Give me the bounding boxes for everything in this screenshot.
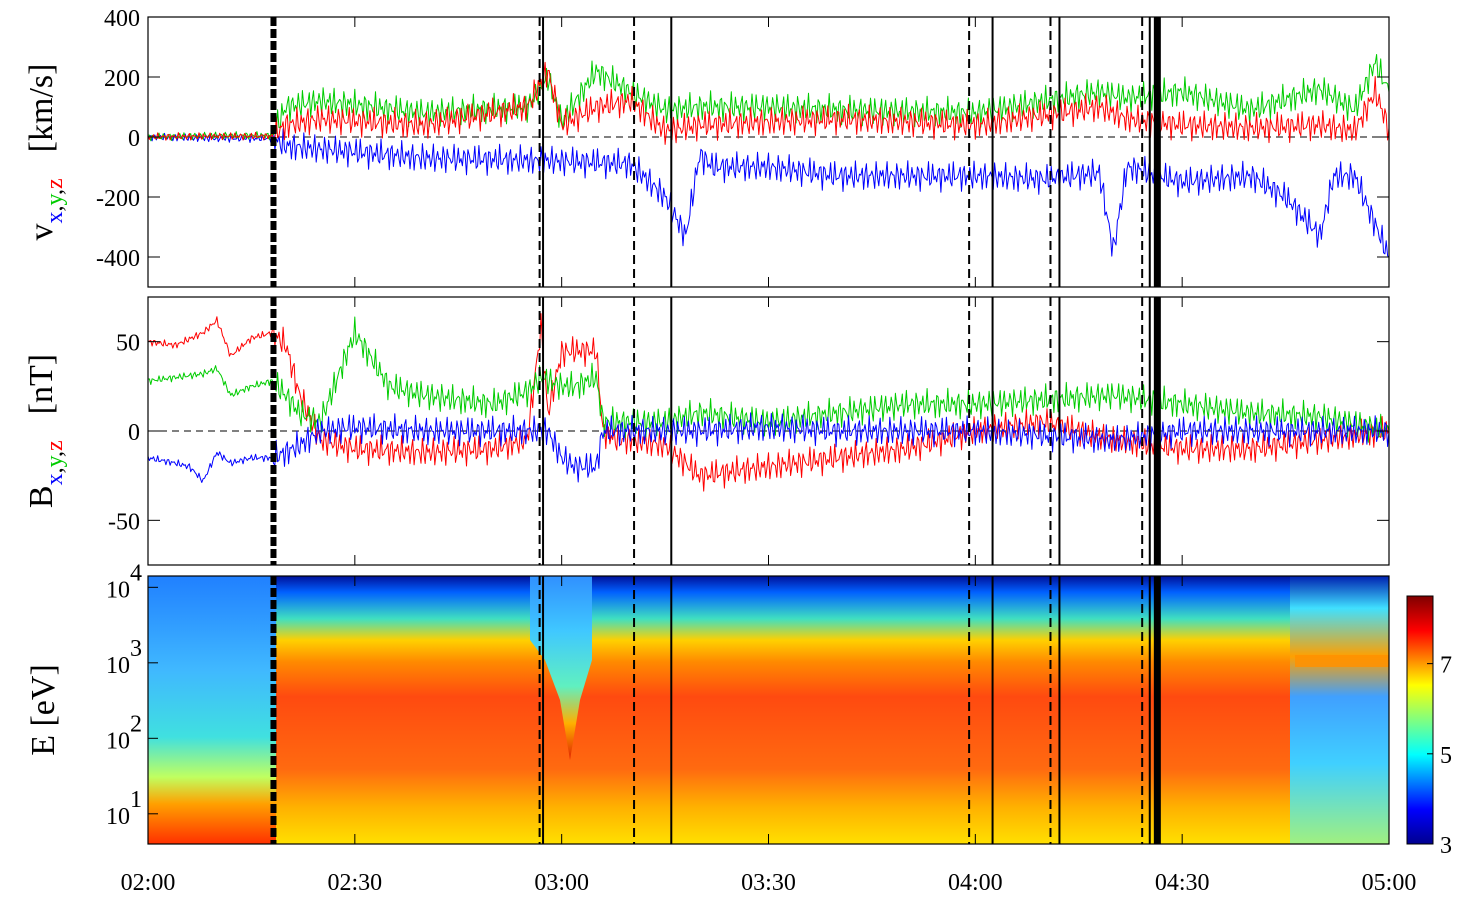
series-line-panel-0-2 [148,61,1389,145]
ytick-label-panel-0: -400 [96,246,140,272]
colorbar-tick-label: 5 [1440,743,1452,769]
series-line-panel-0-0 [148,128,1389,258]
series-line-panel-0-1 [148,54,1389,142]
ytick-label-panel-1: 0 [128,420,140,446]
ytick-label-panel-0: 0 [128,126,140,152]
ytick-label-panel-0: 400 [104,6,140,32]
spectrogram-ytick-exponent: 4 [130,560,142,586]
spectrogram-ytick-label: 10 [106,577,130,603]
velocity-ylabel: vx,y,z[km/s] [23,64,68,241]
spectrogram-ytick-exponent: 2 [130,711,142,737]
spectrogram-early-interval [148,576,276,844]
ytick-label-panel-1: -50 [108,509,140,535]
spectrogram-ytick-label: 10 [106,728,130,754]
ytick-label-panel-1: 50 [116,331,140,357]
xtick-label: 03:00 [534,870,589,896]
spectrogram-ytick-exponent: 3 [130,636,142,662]
xtick-label: 04:00 [948,870,1003,896]
colorbar-tick-label: 3 [1440,833,1452,859]
colorbar-tick-label: 7 [1440,653,1452,679]
xtick-label: 02:30 [327,870,382,896]
xtick-label: 04:30 [1155,870,1210,896]
series-group-panel-1 [148,313,1389,492]
series-line-panel-1-0 [148,313,1389,492]
colorbar [1406,595,1434,845]
spectrogram-main-population [148,576,1389,844]
ytick-label-panel-0: 200 [104,66,140,92]
colorbar-ticks: 3 5 7 [1427,653,1452,859]
spectrogram-late-interval [1290,576,1389,844]
spectrogram-late-band [1295,655,1389,667]
spectrogram-ytick-label: 10 [106,804,130,830]
energy-spectrogram [148,576,1389,844]
series-group-panel-0 [148,54,1389,258]
event-lines-layer [270,17,1161,844]
xtick-label: 02:00 [121,870,176,896]
ytick-label-panel-0: -200 [96,186,140,212]
series-line-panel-1-1 [148,316,1389,443]
spectrogram-ytick-exponent: 1 [130,787,142,813]
spectrogram-cold-lobe [530,576,592,760]
field-ylabel: Bx,y,z[nT] [23,354,68,508]
data-series-layer [148,54,1389,492]
xtick-label: 03:30 [741,870,796,896]
energy-ylabel: E [eV] [25,664,62,756]
xtick-label: 05:00 [1362,870,1417,896]
series-line-panel-1-2 [148,412,1389,483]
spectrogram-ytick-label: 10 [106,653,130,679]
